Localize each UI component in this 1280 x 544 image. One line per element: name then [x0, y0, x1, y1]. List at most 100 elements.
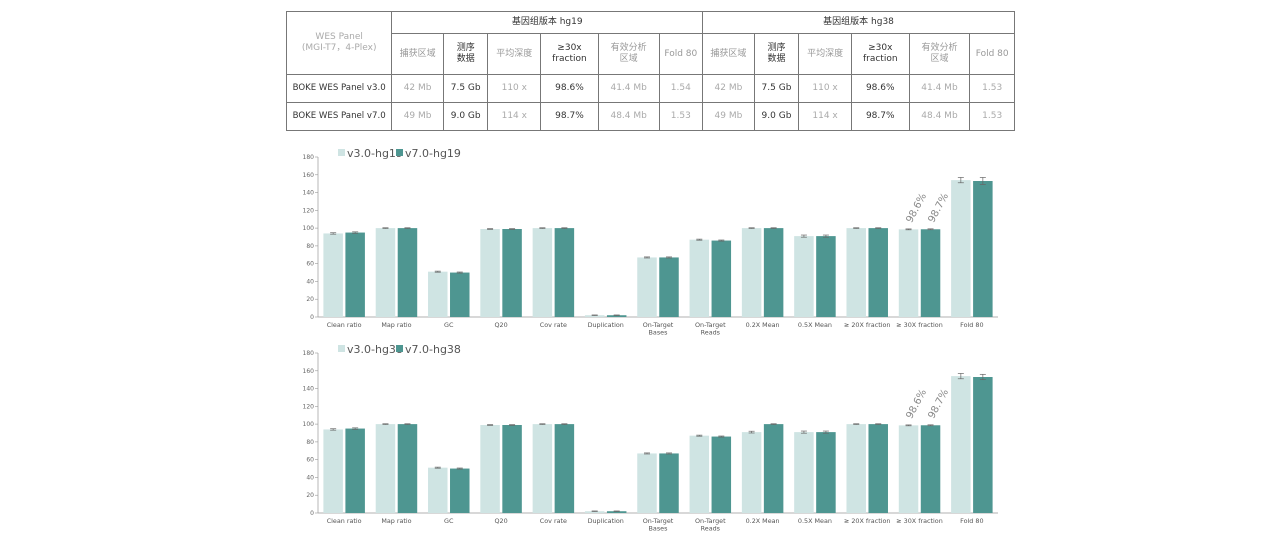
table-cell: 48.4 Mb: [908, 102, 971, 131]
col-header-mean-depth: 平均深度: [798, 33, 852, 75]
x-tick-label: ≥ 20X fraction: [844, 517, 890, 525]
y-tick-label: 0: [310, 510, 314, 517]
bar: [741, 228, 762, 317]
y-tick-label: 80: [306, 439, 314, 446]
chart-svg-hg38: 0 20 40 60 80 100 120 140 160 180 Clean ratio Map r…: [303, 343, 998, 533]
bar: [554, 228, 575, 317]
bar: [763, 424, 784, 513]
table-cell: 1.53: [658, 102, 704, 131]
group-header-hg19: 基因组版本 hg19: [391, 11, 704, 34]
bar: [689, 435, 710, 513]
y-tick-label: 140: [303, 386, 315, 393]
col-header-mean-depth: 平均深度: [487, 33, 542, 75]
table-cell: 9.0 Gb: [753, 102, 800, 131]
col-header-fold80: Fold 80: [969, 33, 1015, 75]
bar: [711, 436, 732, 513]
bar: [450, 272, 470, 317]
x-tick-label: Map ratio: [381, 517, 411, 525]
bar: [689, 239, 710, 317]
bar: [428, 271, 448, 317]
table-column-header-row: 捕获区域 测序 数据 平均深度 ≥30x fraction 有效分析 区域 Fold …: [287, 33, 1015, 75]
y-tick-label: 160: [303, 172, 315, 179]
y-tick-label: 20: [306, 296, 314, 303]
bar: [584, 315, 605, 317]
y-tick-label: 40: [306, 474, 314, 481]
x-tick-label: GC: [444, 321, 454, 329]
x-tick-label: GC: [444, 517, 454, 525]
bar: [450, 468, 470, 513]
x-tick-label: On-Target Bases: [643, 517, 674, 533]
bar-chart-hg38: 0 20 40 60 80 100 120 140 160 180 Clean ratio Map r…: [290, 342, 1010, 538]
bar: [428, 467, 448, 513]
bar: [323, 429, 343, 513]
table-cell: 98.6%: [540, 74, 599, 103]
legend-swatch: [338, 345, 345, 352]
col-header-capture-region: 捕获区域: [391, 33, 444, 75]
bar: [532, 228, 553, 317]
y-tick-label: 120: [303, 207, 315, 214]
table-cell: 49 Mb: [702, 102, 755, 131]
legend-label: v3.0-hg19: [347, 147, 403, 160]
chart-svg-hg19: 0 20 40 60 80 100 120 140 160 180 Clean ratio Map r…: [303, 147, 998, 337]
data-annotation: 98.7%: [926, 191, 951, 224]
y-tick-label: 100: [303, 225, 315, 232]
x-tick-label: On-Target Reads: [695, 517, 726, 533]
legend-label: v7.0-hg38: [405, 343, 461, 356]
bar: [920, 229, 941, 317]
y-tick-label: 0: [310, 314, 314, 321]
legend-swatch: [396, 149, 403, 156]
y-tick-label: 40: [306, 278, 314, 285]
y-tick-label: 60: [306, 457, 314, 464]
col-header-seq-data: 测序 数据: [753, 33, 800, 75]
bar: [898, 425, 919, 513]
table-cell: 1.53: [969, 74, 1015, 103]
x-tick-label: ≥ 30X fraction: [896, 517, 942, 525]
table-cell: 9.0 Gb: [442, 102, 489, 131]
bar: [846, 424, 866, 513]
table-cell: 7.5 Gb: [753, 74, 800, 103]
x-tick-label: On-Target Bases: [643, 321, 674, 337]
bar: [920, 425, 941, 513]
bar: [397, 228, 418, 317]
bar: [637, 257, 657, 317]
y-tick-label: 60: [306, 261, 314, 268]
x-tick-label: 0.5X Mean: [798, 321, 832, 329]
table-cell: 98.6%: [850, 74, 910, 103]
group-header-hg38: 基因组版本 hg38: [702, 11, 1015, 34]
table-cell: 98.7%: [540, 102, 599, 131]
x-tick-label: ≥ 30X fraction: [896, 321, 942, 329]
bar: [502, 425, 522, 513]
bar: [868, 228, 888, 317]
table-cell: 41.4 Mb: [908, 74, 971, 103]
bar: [480, 229, 500, 317]
table-cell: 42 Mb: [702, 74, 755, 103]
table-cell: 98.7%: [850, 102, 910, 131]
col-header-effective-region: 有效分析 区域: [908, 33, 971, 75]
y-tick-label: 20: [306, 492, 314, 499]
table-cell: 49 Mb: [391, 102, 444, 131]
bar: [794, 236, 814, 317]
table-group-header-row: WES Panel (MGI-T7，4-Plex) 基因组版本 hg19 基因组…: [285, 11, 1015, 75]
bar: [711, 240, 732, 317]
col-header-30x-fraction: ≥30x fraction: [540, 33, 599, 75]
bar: [973, 181, 993, 317]
col-header-30x-fraction: ≥30x fraction: [850, 33, 910, 75]
bar-chart-hg19: 0 20 40 60 80 100 120 140 160 180 Clean ratio Map r…: [290, 146, 1010, 342]
table-cell: 1.54: [658, 74, 704, 103]
x-tick-label: 0.2X Mean: [746, 517, 780, 525]
col-header-capture-region: 捕获区域: [702, 33, 755, 75]
y-tick-label: 120: [303, 403, 315, 410]
col-header-seq-data: 测序 数据: [442, 33, 489, 75]
bar: [868, 424, 888, 513]
bar: [659, 257, 679, 317]
bar: [973, 377, 993, 513]
x-tick-label: 0.2X Mean: [746, 321, 780, 329]
bar: [951, 180, 971, 317]
metrics-table: WES Panel (MGI-T7，4-Plex) 基因组版本 hg19 基因组…: [285, 11, 1015, 131]
table-row: BOKE WES Panel v7.0 49 Mb 9.0 Gb 114 x 9…: [285, 102, 1015, 131]
bar: [375, 228, 396, 317]
bar: [480, 425, 500, 513]
bar: [375, 424, 396, 513]
x-tick-label: ≥ 20X fraction: [844, 321, 890, 329]
legend-swatch: [338, 149, 345, 156]
